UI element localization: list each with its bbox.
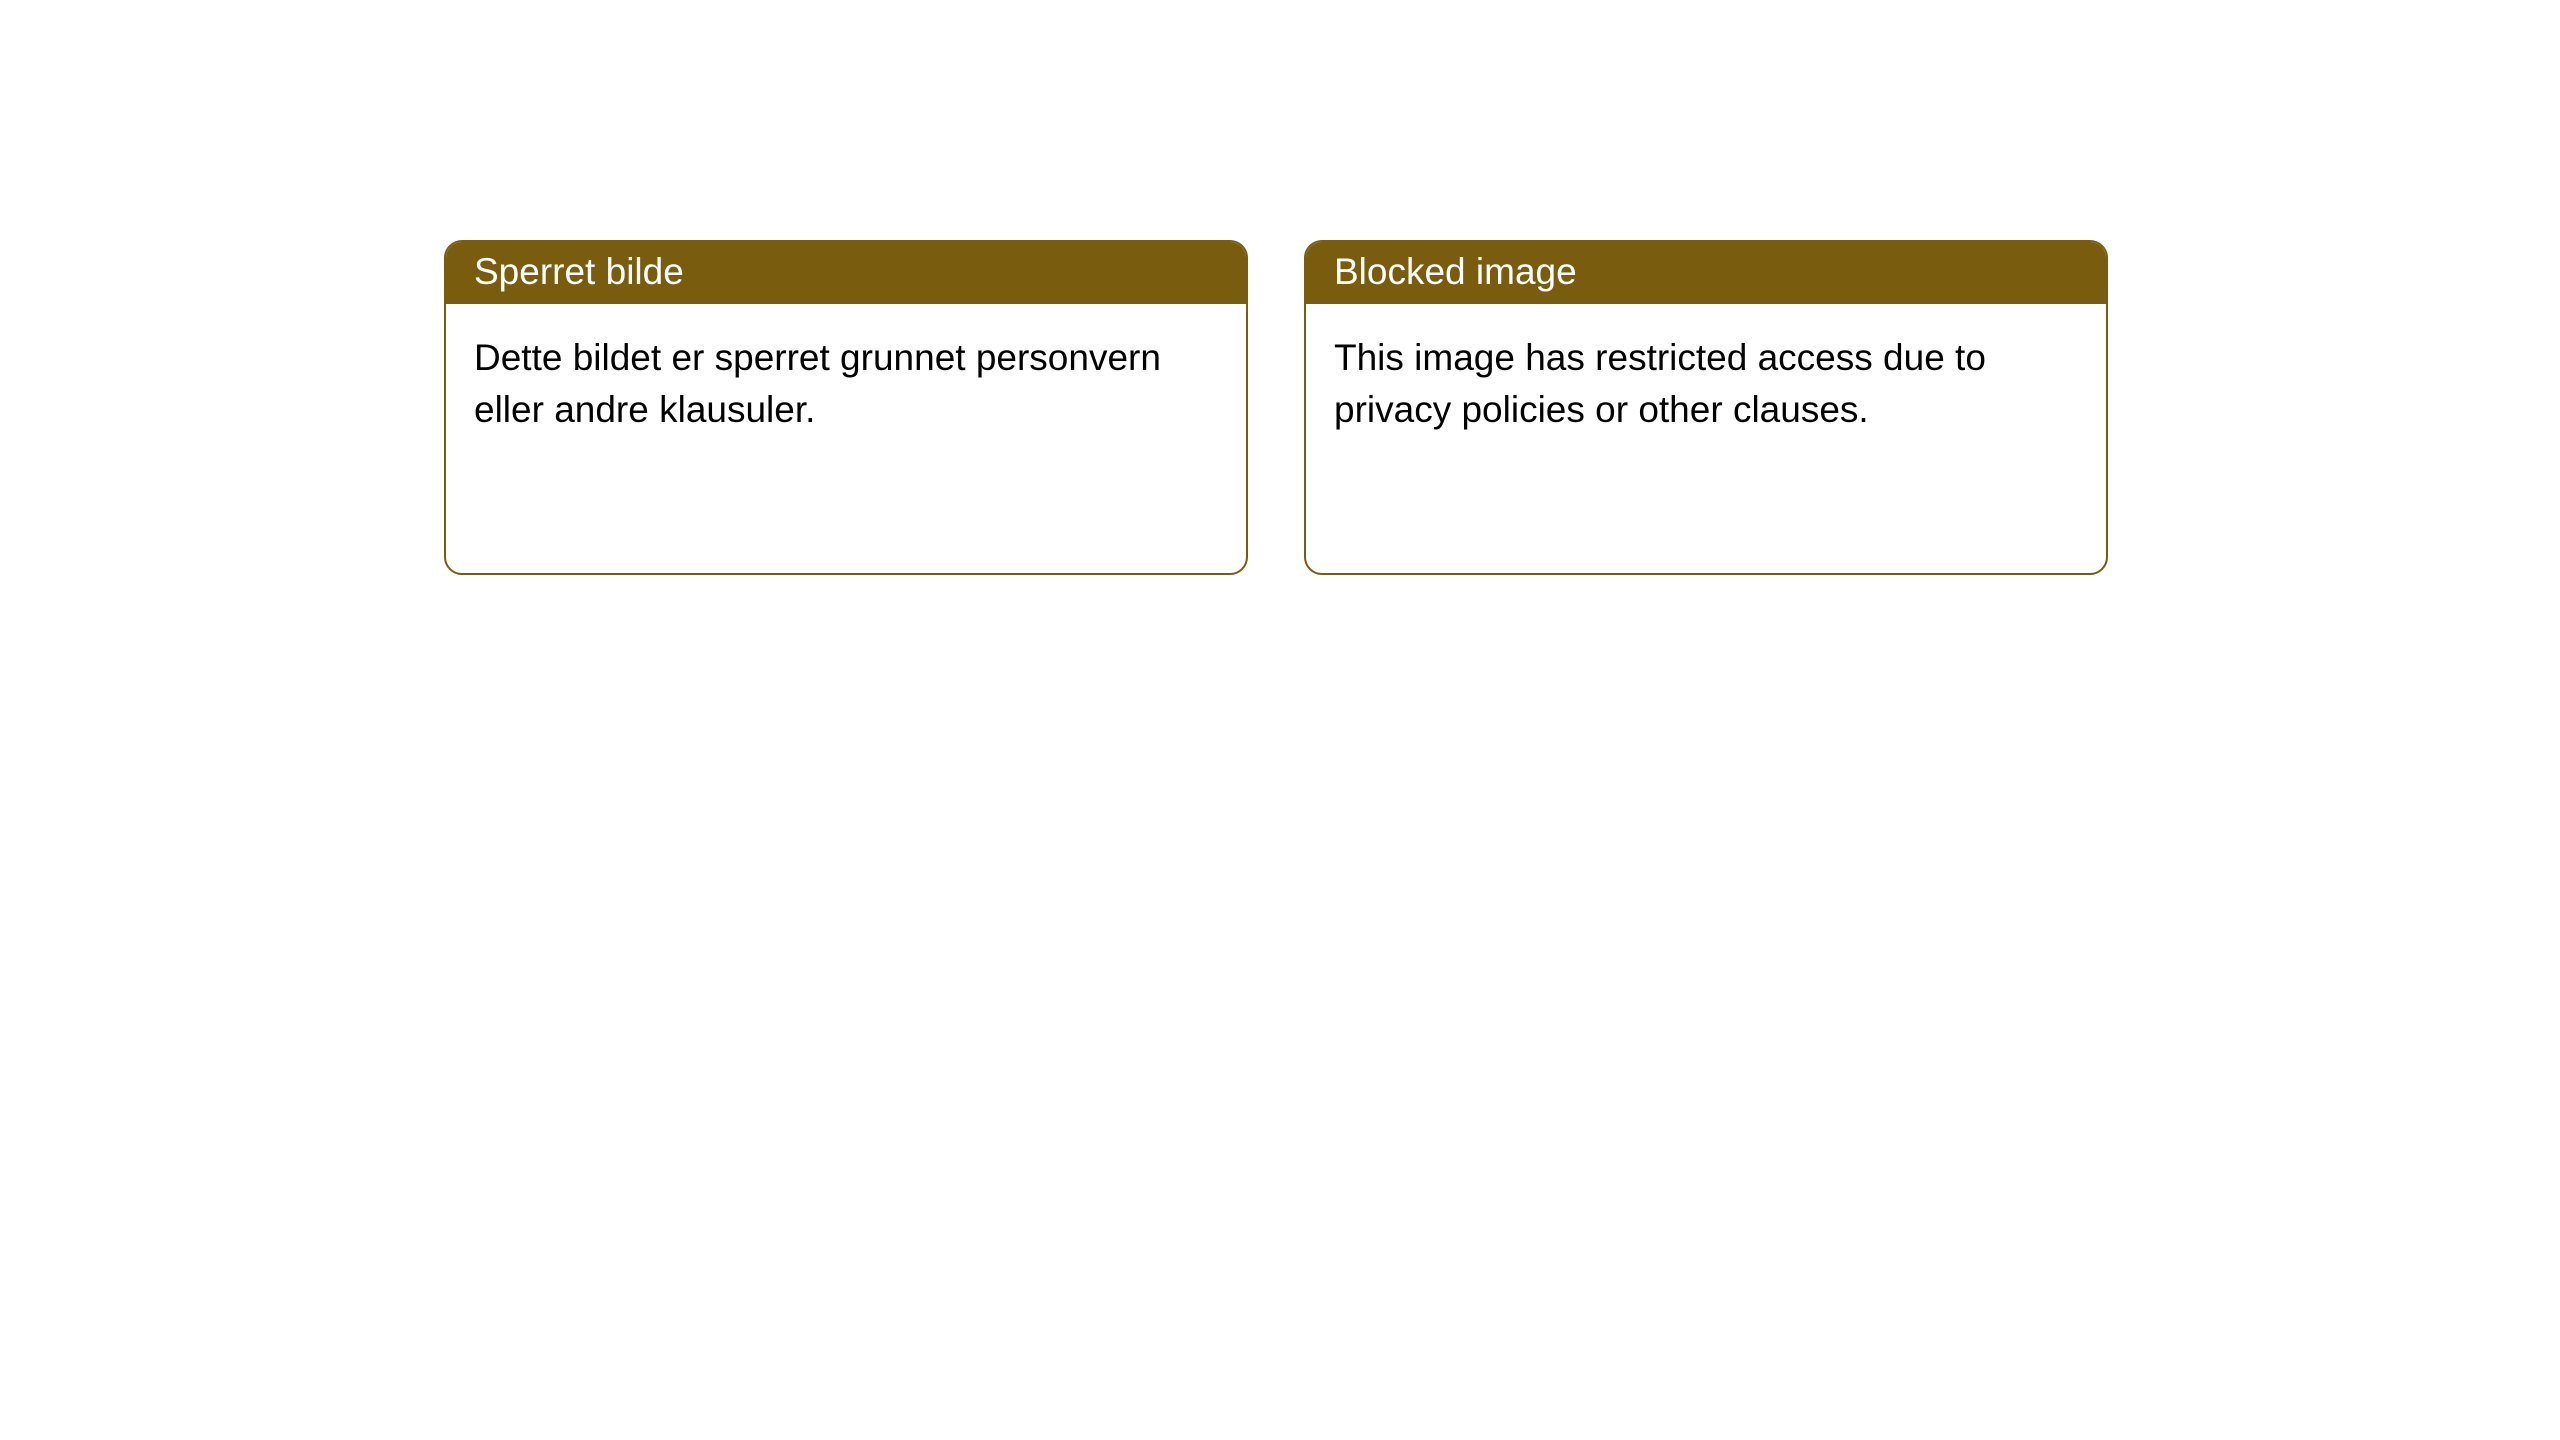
notice-container: Sperret bilde Dette bildet er sperret gr… [0,0,2560,575]
notice-card-english: Blocked image This image has restricted … [1304,240,2108,575]
notice-title-english: Blocked image [1306,242,2106,304]
notice-body-norwegian: Dette bildet er sperret grunnet personve… [446,304,1246,573]
notice-card-norwegian: Sperret bilde Dette bildet er sperret gr… [444,240,1248,575]
notice-title-norwegian: Sperret bilde [446,242,1246,304]
notice-body-english: This image has restricted access due to … [1306,304,2106,573]
